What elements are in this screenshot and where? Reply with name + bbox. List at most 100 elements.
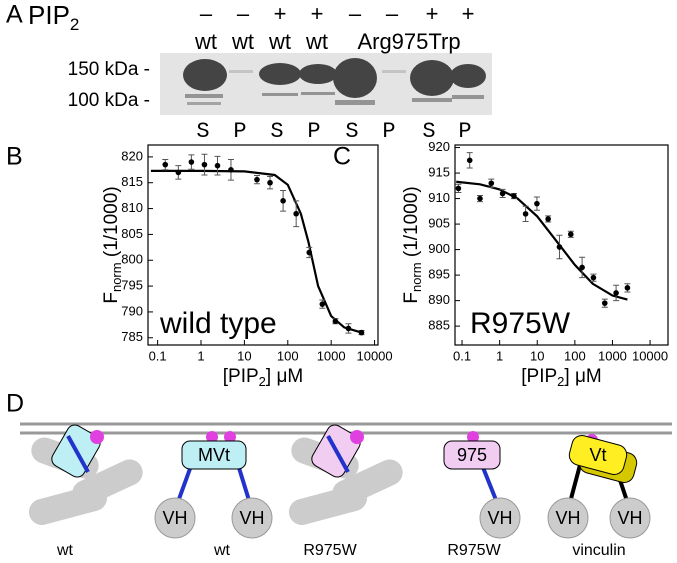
pip-sign: +	[274, 1, 287, 26]
panel-letter: C	[333, 143, 351, 171]
caption: wt	[213, 542, 231, 559]
y-label-part: norm	[109, 262, 124, 292]
data-point	[601, 300, 608, 306]
domain-label: 975	[457, 445, 487, 465]
x-label-part: 2	[557, 374, 564, 389]
y-tick-label: 785	[121, 329, 143, 344]
caption: R975W	[447, 542, 501, 559]
y-label-part: (1/1000)	[101, 186, 122, 262]
y-tick-label: 905	[428, 216, 450, 231]
annotation: R975W	[470, 307, 571, 340]
marker-label: 100 kDa -	[68, 90, 150, 111]
fraction-label: S	[422, 119, 435, 144]
plot-frame	[147, 144, 379, 346]
pip-text: PIP	[28, 0, 70, 30]
plot-frame	[454, 144, 669, 346]
data-point	[280, 198, 286, 204]
vh-label: VH	[555, 508, 580, 528]
x-label-part: 2	[259, 374, 266, 389]
data-point	[511, 193, 517, 199]
data-point	[267, 179, 273, 186]
y-tick-label: 920	[428, 139, 450, 154]
y-label-part: F	[101, 292, 122, 304]
x-axis-label: [PIP2] μM	[223, 366, 303, 389]
caption: vinculin	[572, 542, 625, 559]
fraction-label: P	[307, 119, 320, 144]
x-tick-label: 10000	[356, 348, 392, 363]
fraction-label: S	[345, 119, 358, 144]
y-tick-label: 890	[428, 292, 450, 307]
marker-label: 150 kDa -	[68, 59, 150, 80]
y-tick-label: 795	[121, 278, 143, 293]
pip-sign: +	[462, 1, 475, 26]
x-tick-label: 1000	[317, 348, 346, 363]
domain-label: Vt	[589, 445, 606, 465]
mutant-label: Arg975Trp	[357, 29, 460, 54]
fraction-label: P	[233, 119, 246, 144]
data-point	[488, 180, 495, 187]
x-tick-label: 1	[496, 348, 503, 363]
data-point	[332, 318, 339, 325]
data-point	[228, 167, 234, 173]
y-tick-label: 810	[121, 200, 143, 215]
y-tick-label: 815	[121, 174, 143, 189]
vh-label: VH	[487, 508, 512, 528]
caption: R975W	[303, 542, 357, 559]
x-tick-label: 0.1	[149, 348, 167, 363]
vh-label: VH	[617, 508, 642, 528]
panel-letter: B	[6, 143, 23, 171]
data-point	[188, 159, 195, 165]
pip-sign: +	[311, 1, 324, 26]
y-tick-label: 885	[428, 318, 450, 333]
pip-subscript: 2	[70, 15, 79, 34]
y-label-part: (1/1000)	[401, 186, 422, 262]
data-point	[567, 231, 574, 238]
data-point	[477, 195, 483, 202]
y-tick-label: 910	[428, 190, 450, 205]
lane-label: wt	[194, 29, 217, 54]
domain-label: MVt	[198, 445, 230, 465]
y-tick-label: 820	[121, 148, 143, 163]
pip-sign: +	[426, 1, 439, 26]
data-point	[590, 274, 597, 281]
data-point	[358, 329, 365, 336]
y-tick-label: 915	[428, 164, 450, 179]
data-point	[201, 161, 208, 168]
x-tick-label: 100	[277, 348, 299, 363]
caption: wt	[56, 542, 74, 559]
fraction-label: P	[382, 119, 395, 144]
y-label-part: F	[401, 292, 422, 304]
data-point	[579, 264, 585, 271]
fraction-label: S	[270, 119, 283, 144]
data-point	[306, 249, 313, 256]
vh-label: VH	[239, 508, 264, 528]
pip-sign: –	[237, 1, 250, 26]
data-point	[345, 325, 352, 332]
fraction-label: S	[196, 119, 209, 144]
pip-sign: –	[386, 1, 399, 26]
data-point	[624, 285, 631, 291]
x-tick-label: 10000	[632, 348, 668, 363]
y-tick-label: 790	[121, 303, 143, 318]
x-tick-label: 100	[564, 348, 586, 363]
y-tick-label: 800	[121, 252, 143, 267]
x-tick-label: 0.1	[453, 348, 471, 363]
x-tick-label: 10	[530, 348, 544, 363]
data-point	[214, 162, 221, 169]
diagram	[20, 422, 672, 539]
data-point	[556, 244, 563, 250]
data-point	[455, 185, 462, 192]
x-tick-label: 1000	[598, 348, 627, 363]
x-tick-label: 1	[197, 348, 204, 363]
x-tick-label: 10	[237, 348, 251, 363]
fit-curve	[456, 180, 628, 301]
gel	[160, 53, 492, 115]
annotation: wild type	[159, 307, 277, 340]
vh-label: VH	[162, 508, 187, 528]
lane-label: wt	[268, 29, 291, 54]
data-point	[534, 200, 540, 207]
data-point	[613, 290, 619, 296]
x-axis-label: [PIP2] μM	[521, 366, 601, 389]
